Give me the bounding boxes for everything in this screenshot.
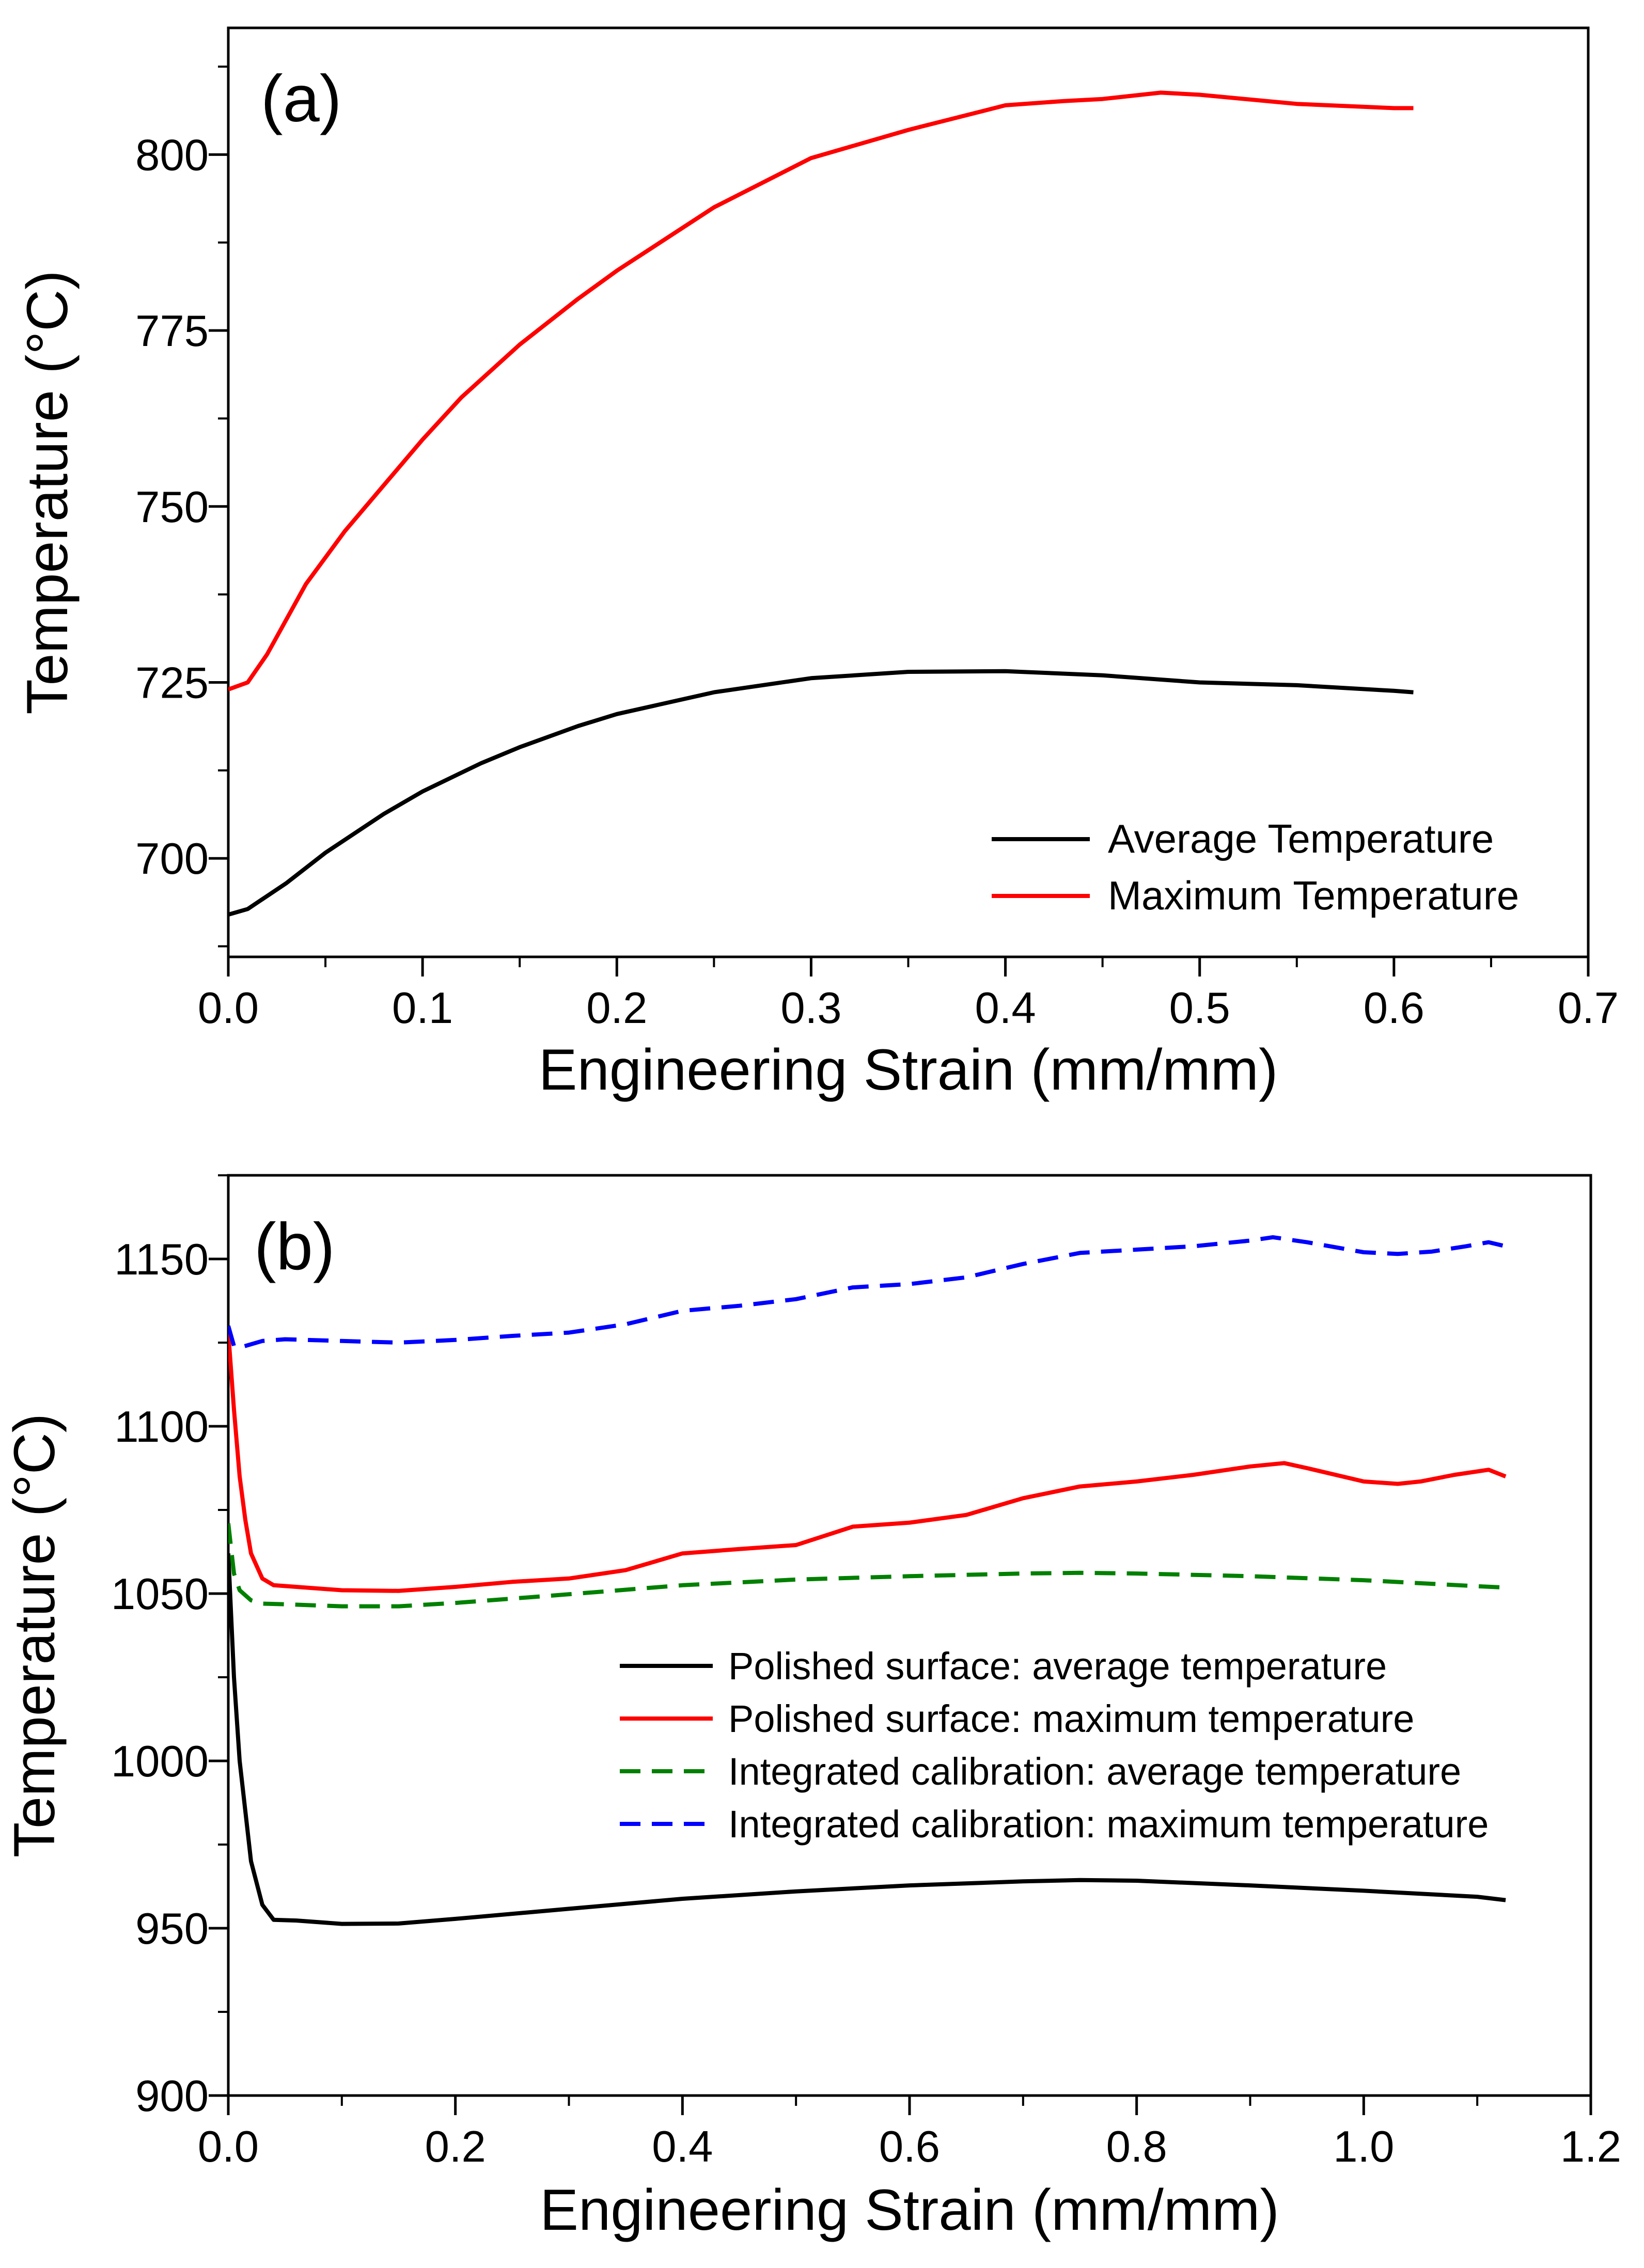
panel-a-x-tick-label: 0.6 <box>1364 984 1424 1033</box>
panel-b-x-tick-label: 0.6 <box>879 2122 940 2171</box>
panel-b-legend-label: Polished surface: maximum temperature <box>728 1697 1414 1740</box>
panel-b-x-tick-label: 1.2 <box>1560 2122 1621 2171</box>
panel-b-series-line-1 <box>228 1553 1506 1926</box>
panel-a-label: (a) <box>261 62 341 136</box>
panel-b-x-tick-label: 0.0 <box>198 2122 259 2171</box>
panel-a: 0.0 0.1 0.2 0.3 0.4 0.5 0.6 0.7 700 725 750 775 800 E… <box>15 26 1619 1102</box>
panel-b-y-tick-label: 950 <box>135 1904 209 1954</box>
panel-b-series-line-4 <box>228 1235 1507 1350</box>
panel-b-legend: Polished surface: average temperature Pol… <box>620 1645 1489 1846</box>
panel-b-plot-frame <box>227 1174 1592 2097</box>
panel-b-x-tick-label: 0.4 <box>652 2122 713 2171</box>
panel-a-x-tick-label: 0.1 <box>392 984 453 1033</box>
panel-b-y-tick-label: 1100 <box>114 1403 209 1452</box>
panel-b-series-line-2 <box>228 1332 1507 1593</box>
panel-a-series-line-1 <box>228 669 1414 917</box>
panel-a-legend-label: Average Temperature <box>1108 816 1494 861</box>
panel-b-legend-label: Integrated calibration: maximum temperat… <box>728 1803 1489 1846</box>
panel-a-x-tick-label: 0.4 <box>975 984 1036 1033</box>
panel-b-x-axis-title: Engineering Strain (mm/mm) <box>540 2178 1279 2242</box>
panel-a-x-tick-label: 0.5 <box>1169 984 1230 1033</box>
panel-a-y-tick-label: 800 <box>135 131 209 180</box>
panel-b-y-tick-label: 1000 <box>111 1737 209 1786</box>
panel-b-x-tick-label: 1.0 <box>1333 2122 1394 2171</box>
panel-a-x-tick-label: 0.7 <box>1558 984 1619 1033</box>
panel-a-series-line-2 <box>228 90 1414 691</box>
panel-a-y-tick-label: 700 <box>135 834 209 884</box>
panel-a-y-axis-title: Temperature (°C) <box>15 270 80 714</box>
panel-b-x-tick-label: 0.2 <box>425 2122 486 2171</box>
panel-a-x-tick-label: 0.3 <box>780 984 841 1033</box>
panel-b-x-tick-label: 0.8 <box>1106 2122 1167 2171</box>
panel-a-x-tick-label: 0.2 <box>586 984 647 1033</box>
panel-b-legend-label: Integrated calibration: average temperat… <box>728 1750 1461 1793</box>
panel-b: 0.0 0.2 0.4 0.6 0.8 1.0 1.2 900 950 1000 1050 1100 1… <box>2 1174 1621 2242</box>
panel-b-y-tick-label: 1050 <box>111 1570 209 1619</box>
panel-a-legend: Average Temperature Maximum Temperature <box>992 816 1519 918</box>
panel-b-y-tick-label: 1150 <box>114 1235 209 1284</box>
panel-b-y-tick-label: 900 <box>135 2072 209 2121</box>
panel-a-legend-label: Maximum Temperature <box>1108 873 1519 918</box>
panel-a-x-tick-label: 0.0 <box>198 984 259 1033</box>
panel-a-x-axis-title: Engineering Strain (mm/mm) <box>539 1037 1278 1102</box>
panel-b-label: (b) <box>254 1210 335 1284</box>
panel-b-series-line-3 <box>228 1523 1506 1609</box>
panel-b-legend-label: Polished surface: average temperature <box>728 1645 1387 1688</box>
panel-a-y-tick-label: 775 <box>135 307 209 356</box>
panel-b-y-axis-title: Temperature (°C) <box>2 1413 67 1857</box>
panel-a-y-tick-label: 725 <box>135 658 209 707</box>
panel-a-y-tick-label: 750 <box>135 483 209 532</box>
